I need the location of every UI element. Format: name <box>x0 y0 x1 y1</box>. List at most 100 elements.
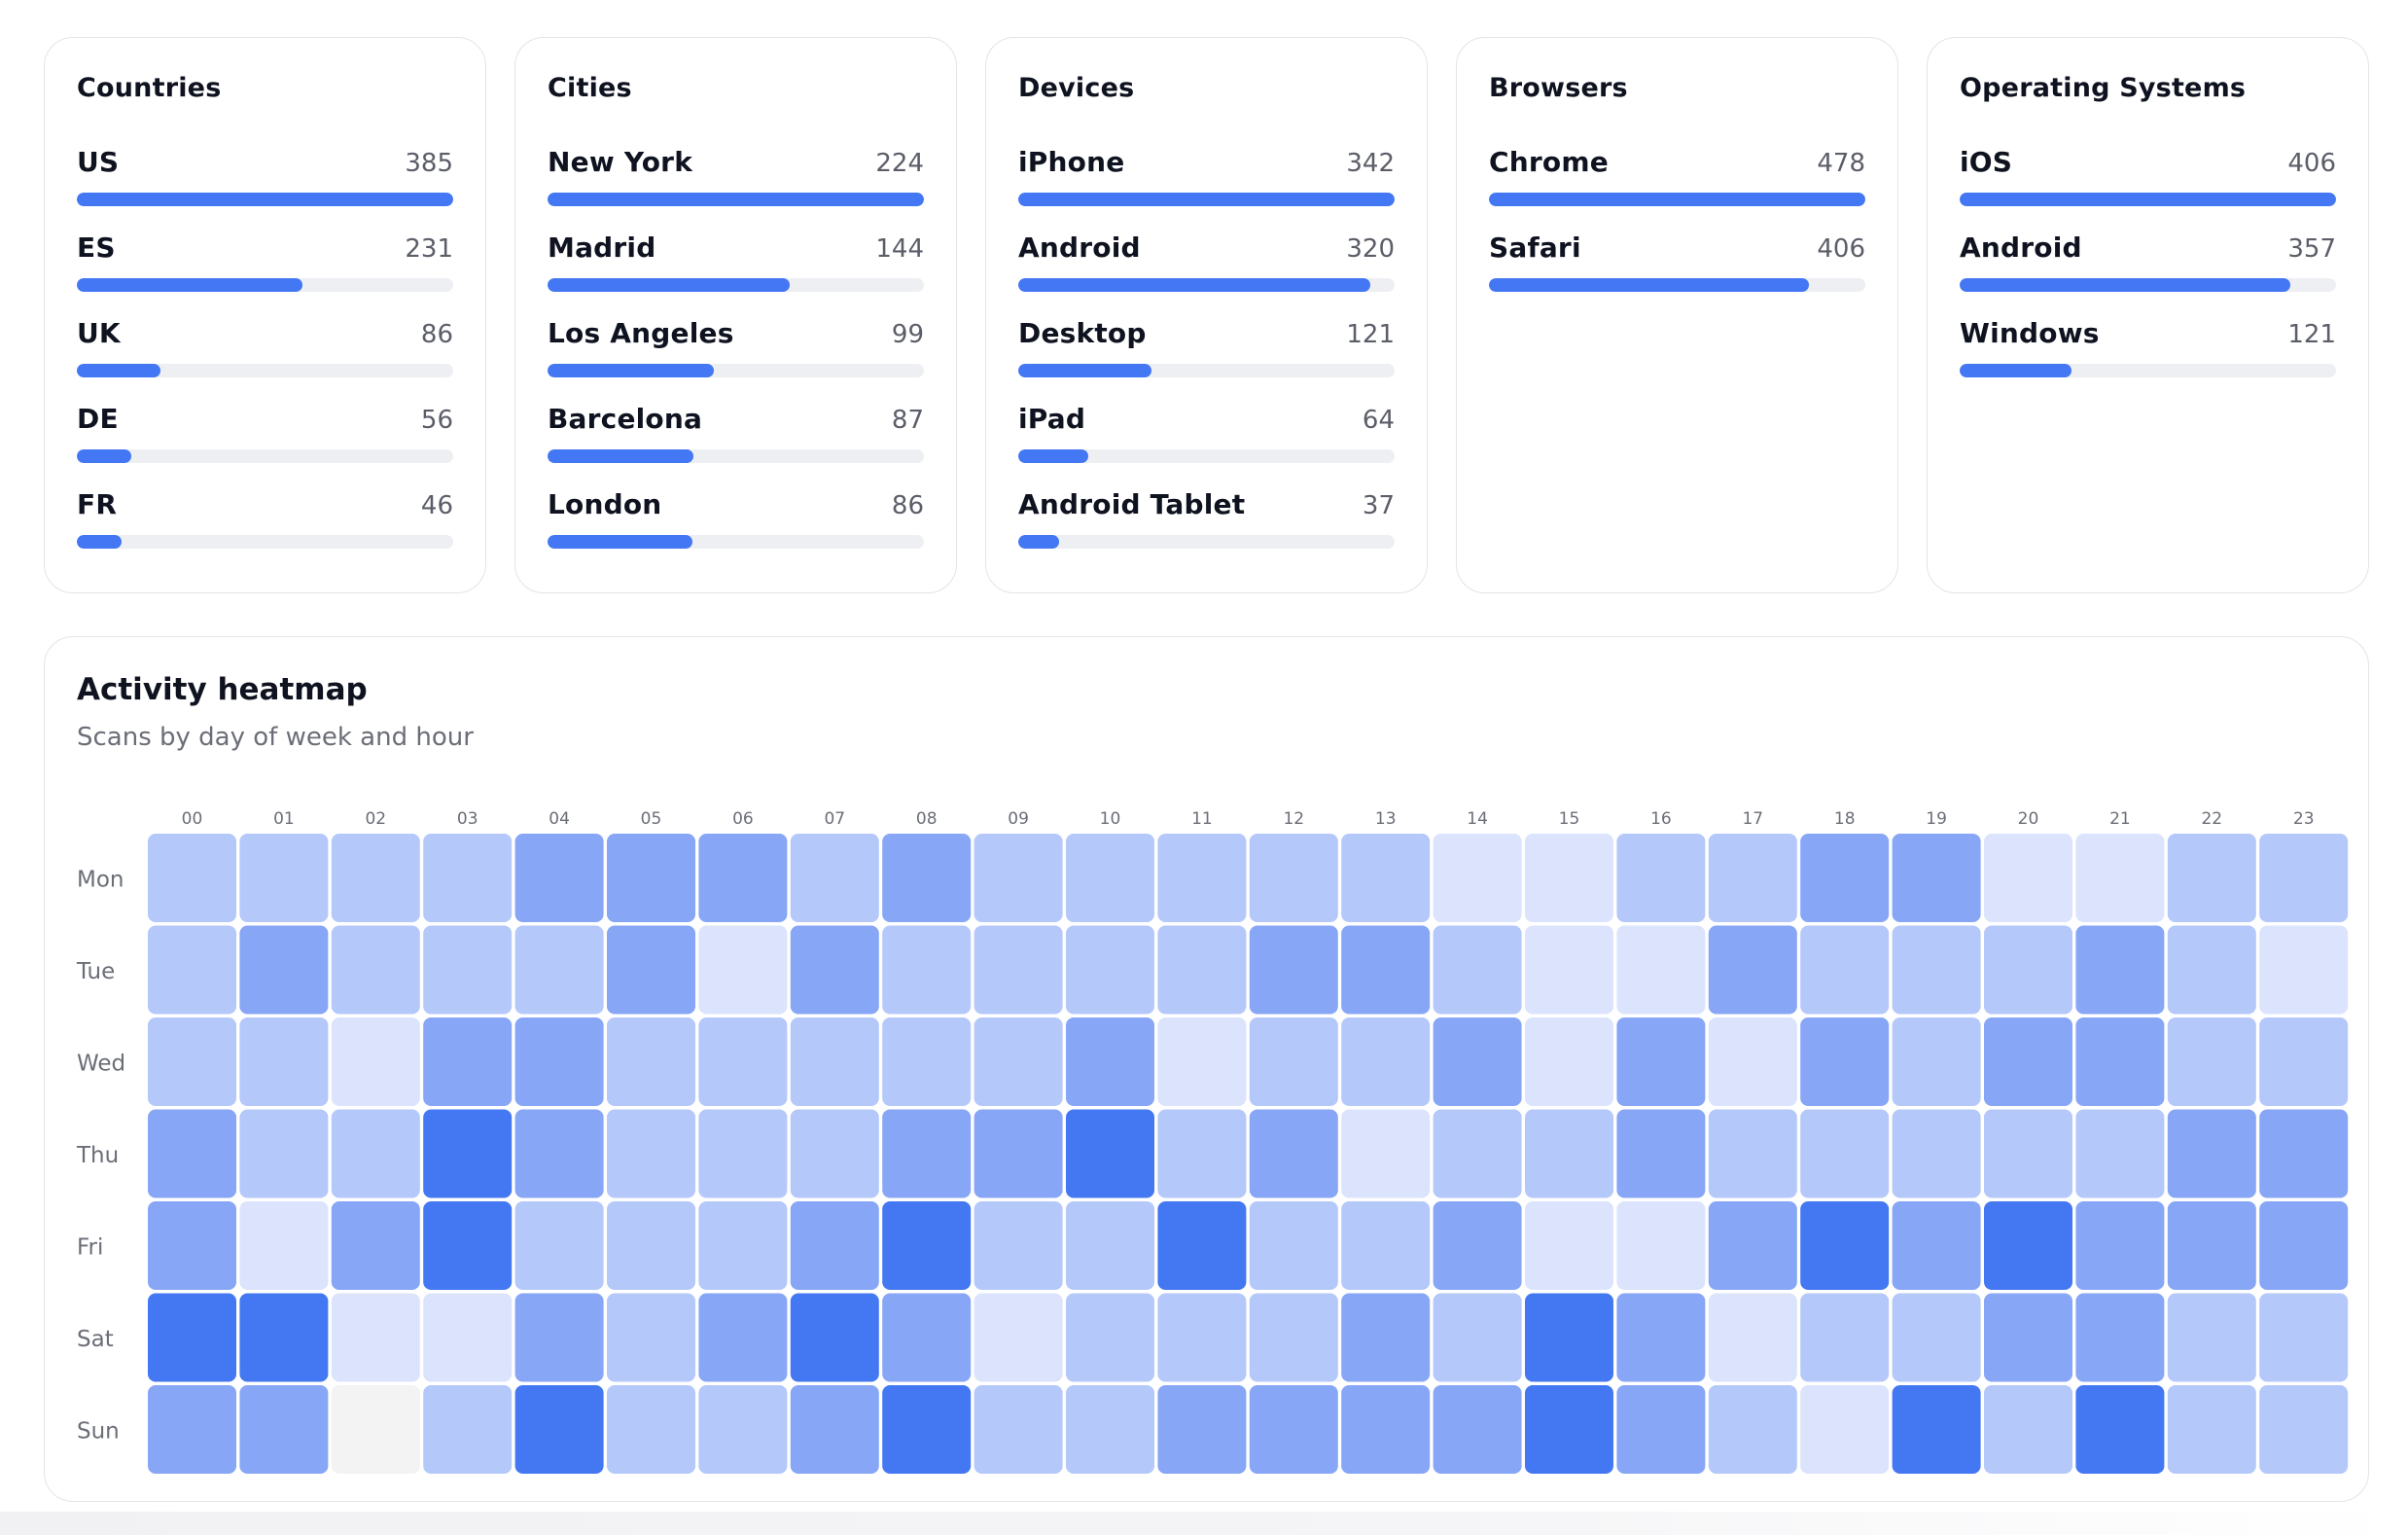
heatmap-cell[interactable] <box>148 834 236 922</box>
heatmap-cell[interactable] <box>2167 1385 2256 1474</box>
heatmap-cell[interactable] <box>698 925 788 1015</box>
heatmap-cell[interactable] <box>882 925 972 1015</box>
heatmap-cell[interactable] <box>974 925 1063 1015</box>
heatmap-cell[interactable] <box>974 1385 1063 1474</box>
stat-row[interactable]: ES 231 <box>77 232 453 317</box>
heatmap-cell[interactable] <box>790 925 879 1015</box>
heatmap-cell[interactable] <box>1708 834 1797 922</box>
heatmap-cell[interactable] <box>790 1385 879 1474</box>
heatmap-cell[interactable] <box>1984 1293 2072 1382</box>
heatmap-cell[interactable] <box>2075 1201 2165 1290</box>
heatmap-cell[interactable] <box>974 834 1063 922</box>
heatmap-cell[interactable] <box>1616 1385 1706 1474</box>
heatmap-cell[interactable] <box>1984 1385 2072 1474</box>
heatmap-cell[interactable] <box>1892 925 1981 1015</box>
heatmap-cell[interactable] <box>882 1109 972 1198</box>
heatmap-cell[interactable] <box>2259 1109 2349 1198</box>
heatmap-cell[interactable] <box>790 1293 879 1382</box>
heatmap-cell[interactable] <box>1708 1201 1797 1290</box>
heatmap-cell[interactable] <box>2167 834 2256 922</box>
stat-row[interactable]: London 86 <box>548 488 924 574</box>
heatmap-cell[interactable] <box>790 1201 879 1290</box>
heatmap-cell[interactable] <box>1525 1385 1613 1474</box>
heatmap-cell[interactable] <box>423 1109 513 1198</box>
heatmap-cell[interactable] <box>1984 1109 2072 1198</box>
heatmap-cell[interactable] <box>607 1201 695 1290</box>
heatmap-cell[interactable] <box>148 1109 236 1198</box>
heatmap-cell[interactable] <box>1616 1109 1706 1198</box>
heatmap-cell[interactable] <box>1341 834 1431 922</box>
heatmap-cell[interactable] <box>423 925 513 1015</box>
heatmap-cell[interactable] <box>607 834 695 922</box>
heatmap-cell[interactable] <box>2075 1385 2165 1474</box>
heatmap-cell[interactable] <box>1525 1293 1613 1382</box>
heatmap-cell[interactable] <box>1708 1109 1797 1198</box>
heatmap-cell[interactable] <box>1066 834 1154 922</box>
stat-row[interactable]: iOS 406 <box>1960 146 2336 232</box>
heatmap-cell[interactable] <box>514 1293 604 1382</box>
stat-row[interactable]: Madrid 144 <box>548 232 924 317</box>
heatmap-cell[interactable] <box>1341 1017 1431 1106</box>
heatmap-cell[interactable] <box>974 1109 1063 1198</box>
heatmap-cell[interactable] <box>607 1017 695 1106</box>
heatmap-cell[interactable] <box>2259 1201 2349 1290</box>
heatmap-cell[interactable] <box>698 1293 788 1382</box>
heatmap-cell[interactable] <box>1433 925 1522 1015</box>
heatmap-cell[interactable] <box>1892 1017 1981 1106</box>
heatmap-cell[interactable] <box>2075 834 2165 922</box>
heatmap-cell[interactable] <box>698 1201 788 1290</box>
heatmap-cell[interactable] <box>1616 1201 1706 1290</box>
heatmap-cell[interactable] <box>423 834 513 922</box>
heatmap-cell[interactable] <box>1616 1017 1706 1106</box>
stat-row[interactable]: iPhone 342 <box>1018 146 1395 232</box>
heatmap-cell[interactable] <box>148 925 236 1015</box>
heatmap-cell[interactable] <box>1066 1293 1154 1382</box>
heatmap-cell[interactable] <box>1249 834 1338 922</box>
heatmap-cell[interactable] <box>1433 1109 1522 1198</box>
heatmap-cell[interactable] <box>1892 1201 1981 1290</box>
heatmap-cell[interactable] <box>1708 1293 1797 1382</box>
heatmap-cell[interactable] <box>423 1201 513 1290</box>
heatmap-cell[interactable] <box>148 1017 236 1106</box>
stat-row[interactable]: iPad 64 <box>1018 403 1395 488</box>
heatmap-cell[interactable] <box>423 1017 513 1106</box>
heatmap-cell[interactable] <box>698 1017 788 1106</box>
heatmap-cell[interactable] <box>331 925 420 1015</box>
heatmap-cell[interactable] <box>331 1385 420 1474</box>
heatmap-cell[interactable] <box>1066 1385 1154 1474</box>
heatmap-cell[interactable] <box>2259 1017 2349 1106</box>
heatmap-cell[interactable] <box>1341 1201 1431 1290</box>
heatmap-cell[interactable] <box>514 834 604 922</box>
stat-row[interactable]: Chrome 478 <box>1489 146 1865 232</box>
heatmap-cell[interactable] <box>1616 834 1706 922</box>
heatmap-cell[interactable] <box>1525 1109 1613 1198</box>
stat-row[interactable]: Safari 406 <box>1489 232 1865 317</box>
heatmap-cell[interactable] <box>1249 1109 1338 1198</box>
stat-row[interactable]: Android Tablet 37 <box>1018 488 1395 574</box>
heatmap-cell[interactable] <box>239 1201 329 1290</box>
stat-row[interactable]: Android 357 <box>1960 232 2336 317</box>
heatmap-cell[interactable] <box>1525 925 1613 1015</box>
heatmap-cell[interactable] <box>1984 1201 2072 1290</box>
stat-row[interactable]: Los Angeles 99 <box>548 317 924 403</box>
heatmap-cell[interactable] <box>1984 834 2072 922</box>
heatmap-cell[interactable] <box>1800 925 1890 1015</box>
heatmap-cell[interactable] <box>1249 1201 1338 1290</box>
heatmap-cell[interactable] <box>1249 1017 1338 1106</box>
heatmap-cell[interactable] <box>1800 1109 1890 1198</box>
heatmap-cell[interactable] <box>1892 1109 1981 1198</box>
heatmap-cell[interactable] <box>1249 1385 1338 1474</box>
heatmap-cell[interactable] <box>1157 1017 1247 1106</box>
heatmap-cell[interactable] <box>2259 834 2349 922</box>
heatmap-cell[interactable] <box>1984 1017 2072 1106</box>
heatmap-cell[interactable] <box>2075 1109 2165 1198</box>
heatmap-cell[interactable] <box>1433 1017 1522 1106</box>
heatmap-cell[interactable] <box>882 1385 972 1474</box>
heatmap-cell[interactable] <box>331 1201 420 1290</box>
heatmap-cell[interactable] <box>1157 1293 1247 1382</box>
heatmap-cell[interactable] <box>1433 1385 1522 1474</box>
heatmap-cell[interactable] <box>698 1385 788 1474</box>
heatmap-cell[interactable] <box>1525 1017 1613 1106</box>
heatmap-cell[interactable] <box>1892 1293 1981 1382</box>
heatmap-cell[interactable] <box>1157 834 1247 922</box>
